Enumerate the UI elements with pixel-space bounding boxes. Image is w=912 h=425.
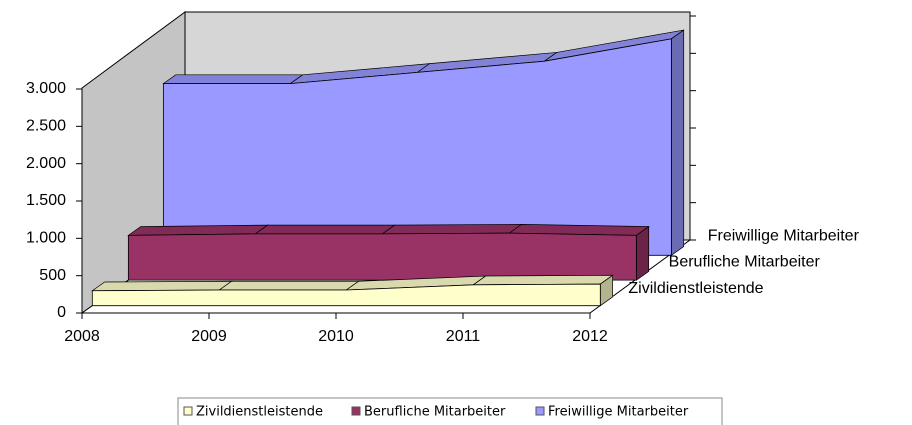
area-top [218,280,360,291]
x-tick-label: 2012 [572,328,608,345]
area-top [91,280,233,292]
legend-swatch [351,406,361,416]
legend-label: Berufliche Mitarbeiter [364,405,506,420]
depth-label: Freiwillige Mitarbeiter [708,228,860,245]
legend-label: Zivildienstleistende [196,405,323,420]
x-tick-label: 2010 [318,328,354,345]
y-tick-label: 500 [39,267,66,284]
x-tick-label: 2008 [64,328,100,345]
y-tick-label: 1.500 [26,192,66,209]
area [127,232,637,281]
y-tick-label: 2.500 [26,118,66,135]
depth-label: Zivildienstleistende [628,280,763,297]
y-tick-label: 1.000 [26,230,66,247]
legend [177,397,723,425]
area-top [254,224,396,235]
area-top [381,223,523,235]
y-tick-label: 0 [57,304,66,321]
area-top [162,74,304,84]
x-tick-label: 2011 [446,328,481,345]
y-tick-label: 2.000 [26,155,66,172]
legend-label: Freiwillige Mitarbeiter [548,405,689,420]
area [91,283,601,307]
area-side [635,225,650,281]
area-top [472,274,614,286]
legend-swatch [183,406,193,416]
area-side [671,29,685,257]
depth-label: Berufliche Mitarbeiter [669,253,821,270]
legend-swatch [535,406,545,416]
y-tick-label: 3.000 [26,80,66,97]
x-tick-label: 2009 [191,328,227,345]
